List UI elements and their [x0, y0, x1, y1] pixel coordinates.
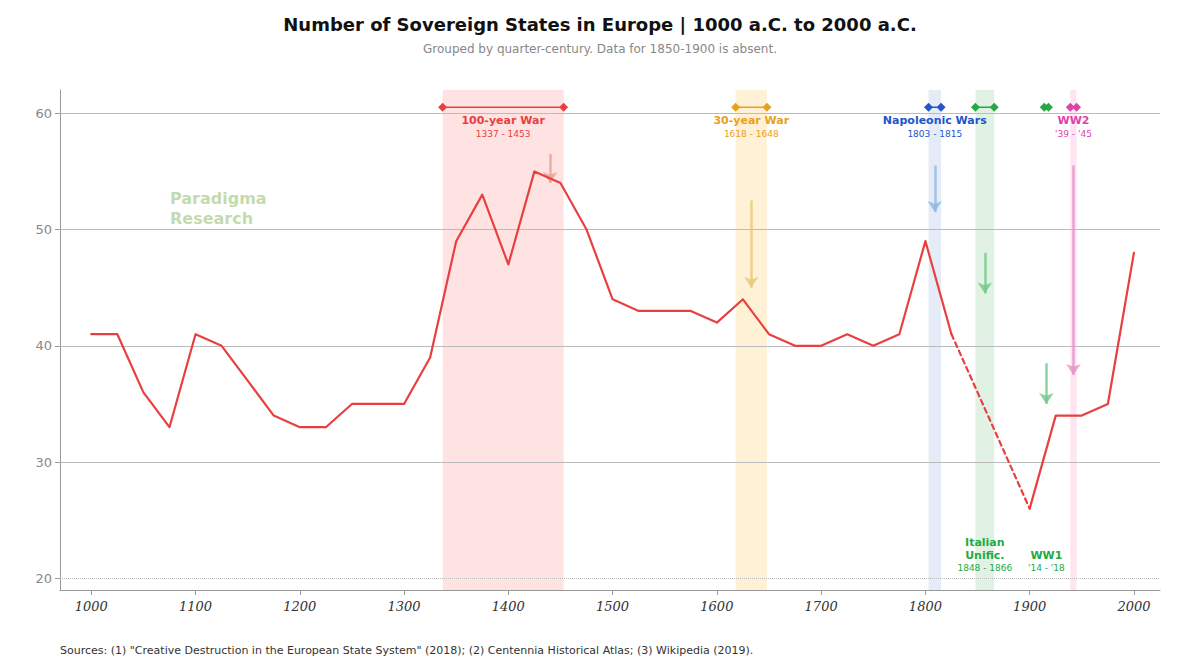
svg-text:Napoleonic Wars: Napoleonic Wars [883, 114, 987, 127]
svg-text:50: 50 [35, 222, 52, 237]
svg-text:Research: Research [170, 209, 253, 228]
svg-text:1100: 1100 [179, 599, 212, 614]
svg-text:1600: 1600 [700, 599, 733, 614]
svg-text:'14 - '18: '14 - '18 [1028, 563, 1065, 573]
svg-text:30-year War: 30-year War [713, 114, 789, 127]
svg-text:1803 - 1815: 1803 - 1815 [907, 129, 962, 139]
svg-text:60: 60 [35, 106, 52, 121]
svg-text:1848 - 1866: 1848 - 1866 [957, 563, 1012, 573]
svg-text:Unific.: Unific. [965, 549, 1004, 562]
svg-text:Sources: (1) "Creative Destruc: Sources: (1) "Creative Destruction in th… [60, 644, 753, 657]
svg-text:1000: 1000 [75, 599, 108, 614]
svg-text:1618 - 1648: 1618 - 1648 [724, 129, 779, 139]
svg-text:30: 30 [35, 455, 52, 470]
svg-text:20: 20 [35, 571, 52, 586]
svg-text:1700: 1700 [805, 599, 838, 614]
svg-text:WW1: WW1 [1030, 549, 1062, 562]
svg-text:1337 - 1453: 1337 - 1453 [476, 129, 531, 139]
svg-text:Italian: Italian [965, 536, 1005, 549]
svg-text:1800: 1800 [909, 599, 942, 614]
svg-text:40: 40 [35, 338, 52, 353]
svg-text:2000: 2000 [1116, 599, 1150, 614]
svg-text:'39 - '45: '39 - '45 [1055, 129, 1092, 139]
svg-text:Paradigma: Paradigma [170, 189, 267, 208]
svg-text:1200: 1200 [283, 599, 316, 614]
svg-text:Number of Sovereign States in: Number of Sovereign States in Europe | 1… [283, 14, 916, 35]
svg-text:Grouped by quarter-century. Da: Grouped by quarter-century. Data for 185… [423, 42, 777, 56]
svg-text:1400: 1400 [492, 599, 525, 614]
svg-text:WW2: WW2 [1057, 114, 1089, 127]
svg-text:1300: 1300 [388, 599, 421, 614]
svg-text:100-year War: 100-year War [461, 114, 545, 127]
svg-text:1900: 1900 [1013, 599, 1046, 614]
svg-text:1500: 1500 [596, 599, 629, 614]
